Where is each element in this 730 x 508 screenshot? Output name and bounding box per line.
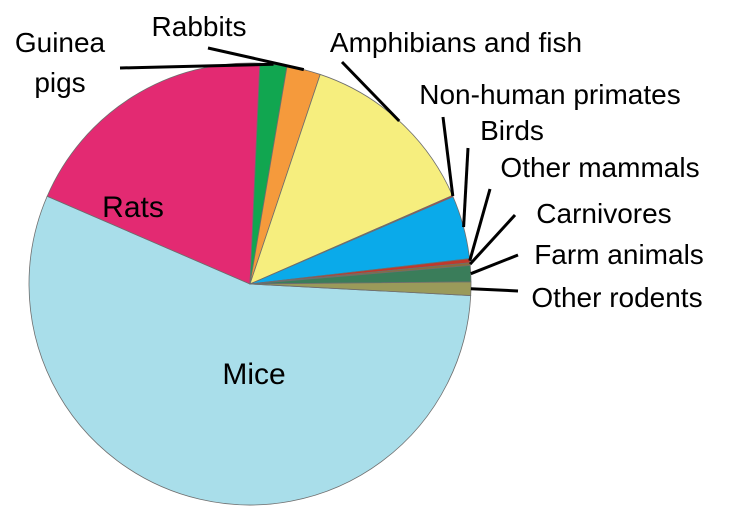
- label-other-rodents: Other rodents: [531, 282, 702, 313]
- leader-amphibians-and-fish: [340, 60, 401, 123]
- leader-birds: [462, 147, 470, 228]
- slice-labels: Mice Rats Guinea pigs Rabbits Amphibians…: [15, 11, 704, 391]
- label-guinea-pigs-line1: Guinea: [15, 27, 106, 58]
- leader-guinea-pigs: [119, 62, 274, 70]
- label-farm-animals: Farm animals: [534, 239, 704, 270]
- label-carnivores: Carnivores: [536, 198, 671, 229]
- slice-mice: [28, 195, 472, 506]
- label-rats: Rats: [102, 191, 164, 224]
- leader-other-rodents: [470, 287, 519, 293]
- leader-rabbits: [207, 46, 305, 72]
- label-other-mammals: Other mammals: [500, 152, 699, 183]
- label-rabbits: Rabbits: [152, 11, 247, 42]
- leader-carnivores: [468, 213, 517, 266]
- leader-other-mammals: [468, 188, 492, 262]
- pie-slices: [28, 62, 472, 506]
- label-birds: Birds: [480, 115, 544, 146]
- label-guinea-pigs-line2: pigs: [34, 67, 85, 98]
- label-non-human-primates: Non-human primates: [419, 79, 680, 110]
- leader-farm-animals: [470, 253, 519, 276]
- leader-non-human-primates: [441, 116, 455, 197]
- label-amphibians-and-fish: Amphibians and fish: [330, 27, 582, 58]
- label-mice: Mice: [222, 358, 285, 391]
- leader-lines: [119, 46, 519, 293]
